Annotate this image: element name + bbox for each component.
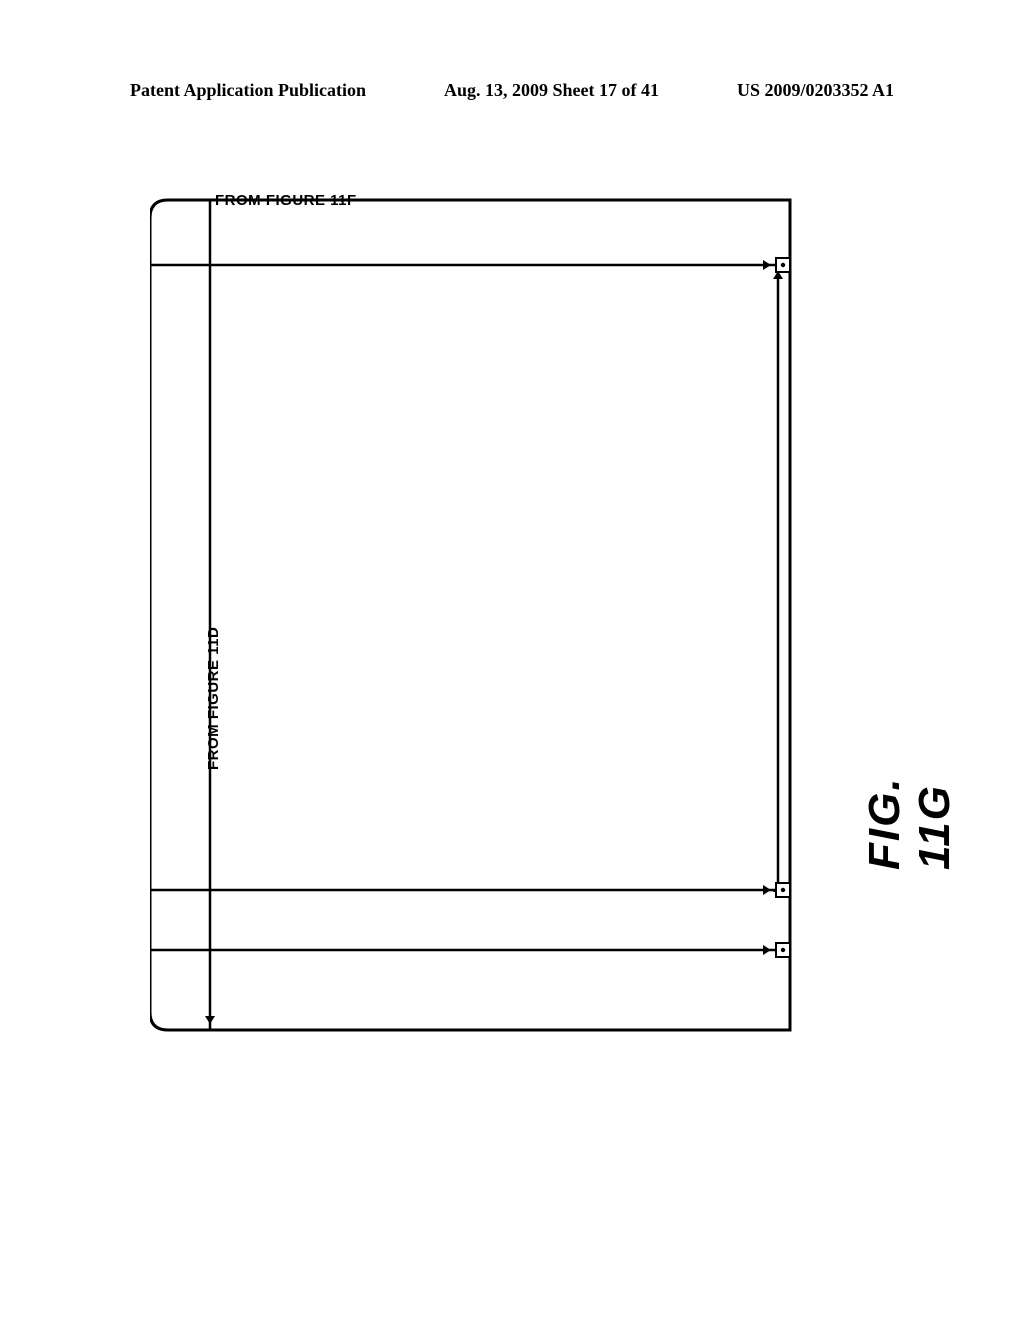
header-left: Patent Application Publication [130, 80, 366, 101]
header-center: Aug. 13, 2009 Sheet 17 of 41 [444, 80, 659, 101]
figure-11g: FROM FIGURE 11F FROM FIGURE 11D [150, 170, 790, 1030]
diagram-svg [150, 170, 810, 1040]
page-header: Patent Application Publication Aug. 13, … [0, 80, 1024, 101]
figure-label: FIG. 11G [860, 706, 960, 870]
header-right: US 2009/0203352 A1 [737, 80, 894, 101]
